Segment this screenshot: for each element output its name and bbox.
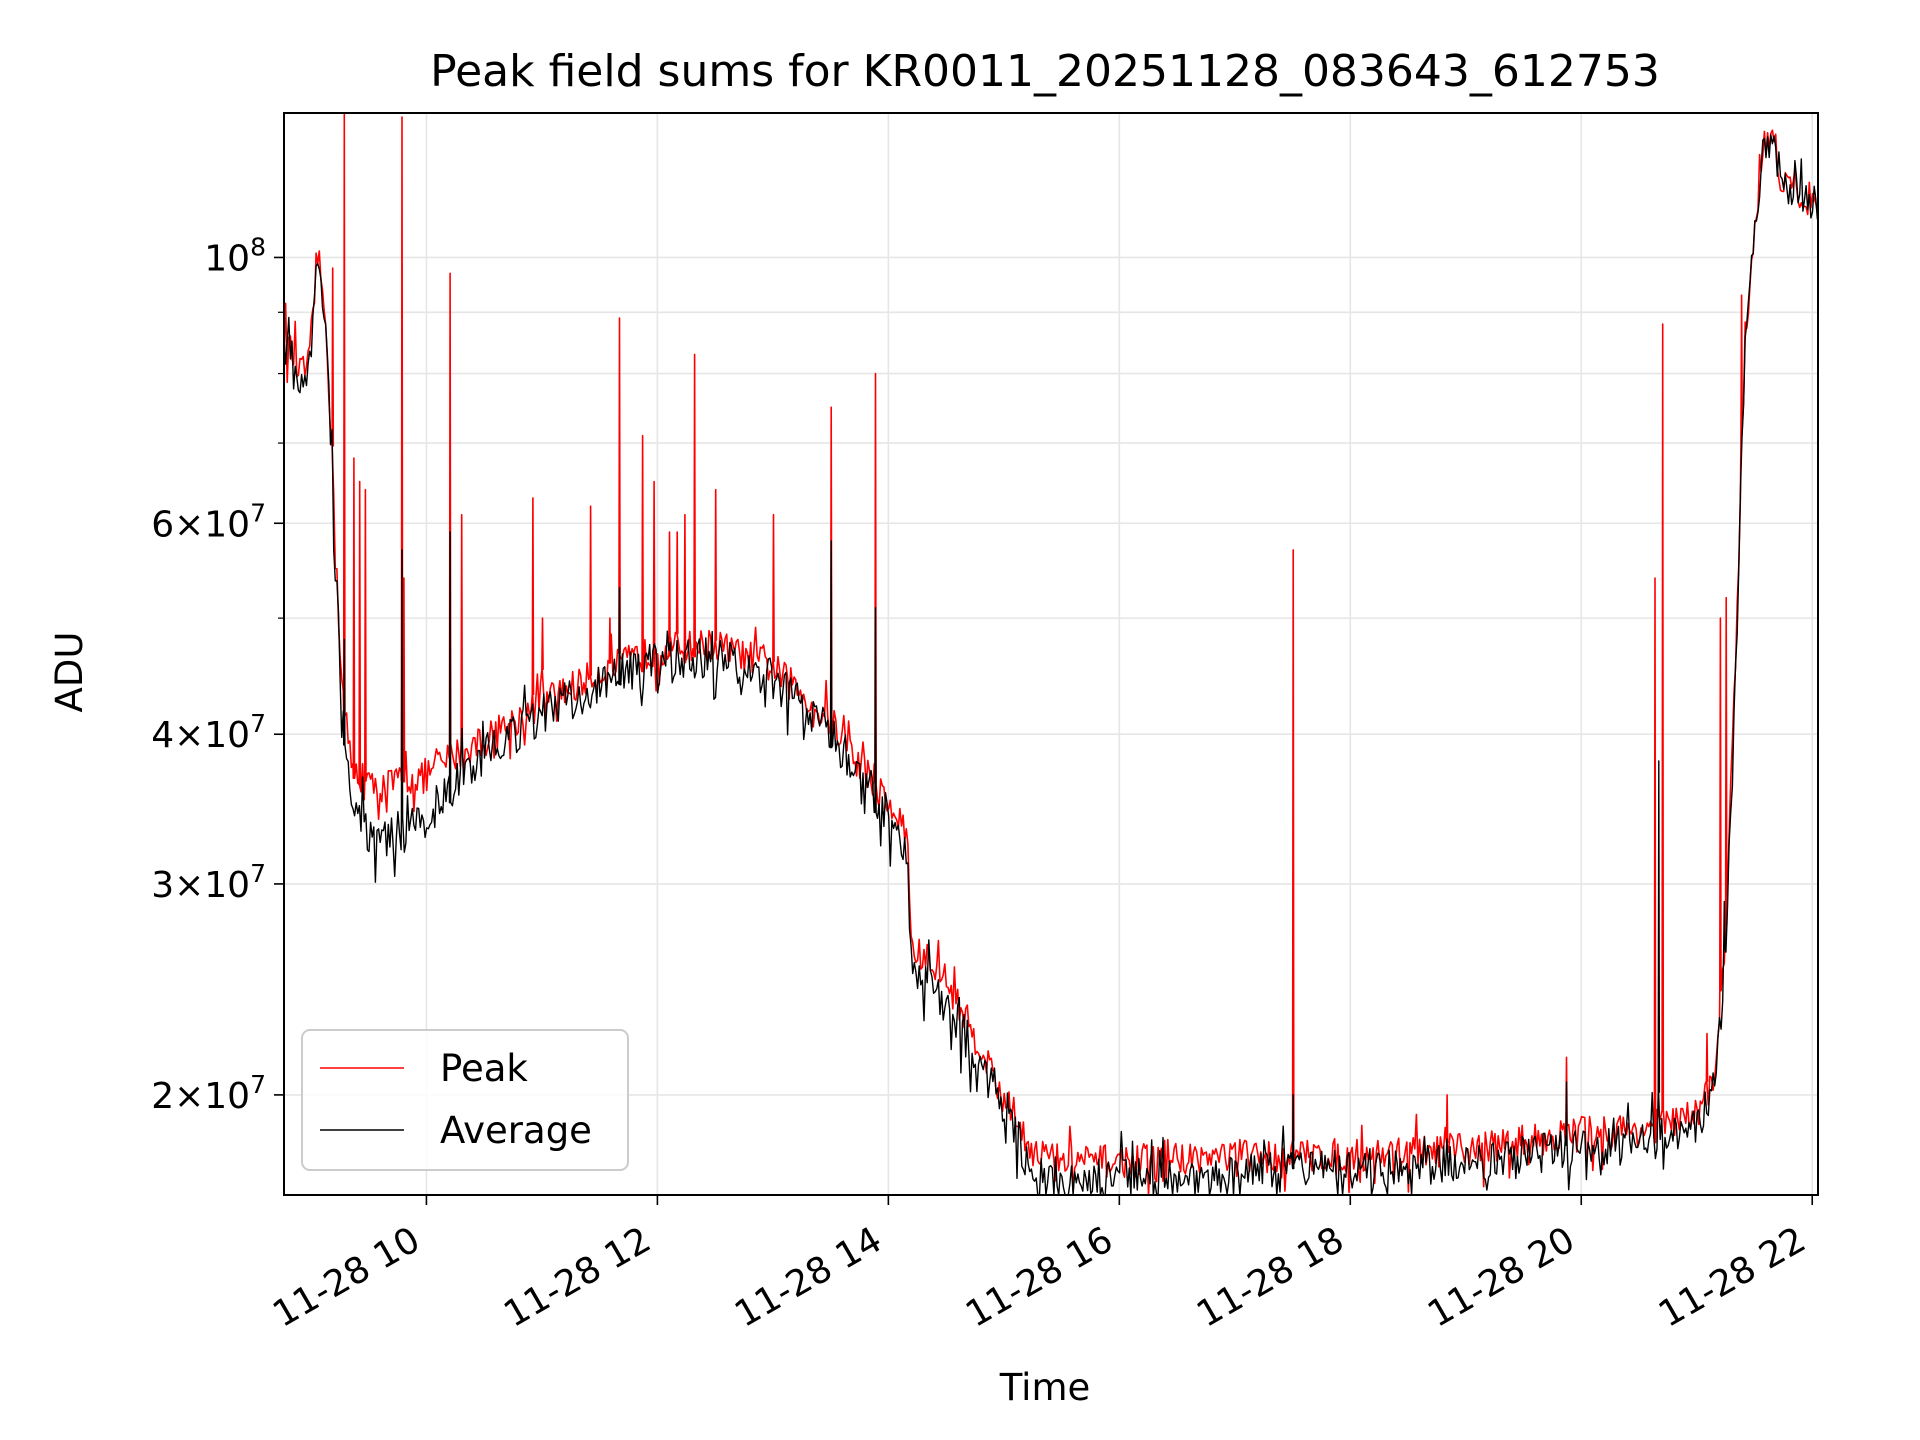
legend-label-peak: Peak bbox=[440, 1047, 528, 1090]
y-tick-label: 108 bbox=[204, 232, 266, 279]
plot-frame bbox=[283, 112, 1819, 1196]
x-axis-title: Time bbox=[999, 1366, 1091, 1409]
grid bbox=[284, 113, 1818, 1195]
legend-label-average: Average bbox=[440, 1109, 592, 1152]
y-tick-label: 6×107 bbox=[151, 498, 266, 545]
legend: Peak Average bbox=[301, 1029, 629, 1171]
y-tick-label: 4×107 bbox=[151, 709, 266, 756]
y-tick-label: 2×107 bbox=[151, 1070, 266, 1117]
chart-title: Peak field sums for KR0011_20251128_0836… bbox=[430, 46, 1660, 97]
y-tick-label: 3×107 bbox=[151, 859, 266, 906]
y-axis-title: ADU bbox=[48, 632, 91, 713]
legend-box bbox=[301, 1029, 629, 1171]
